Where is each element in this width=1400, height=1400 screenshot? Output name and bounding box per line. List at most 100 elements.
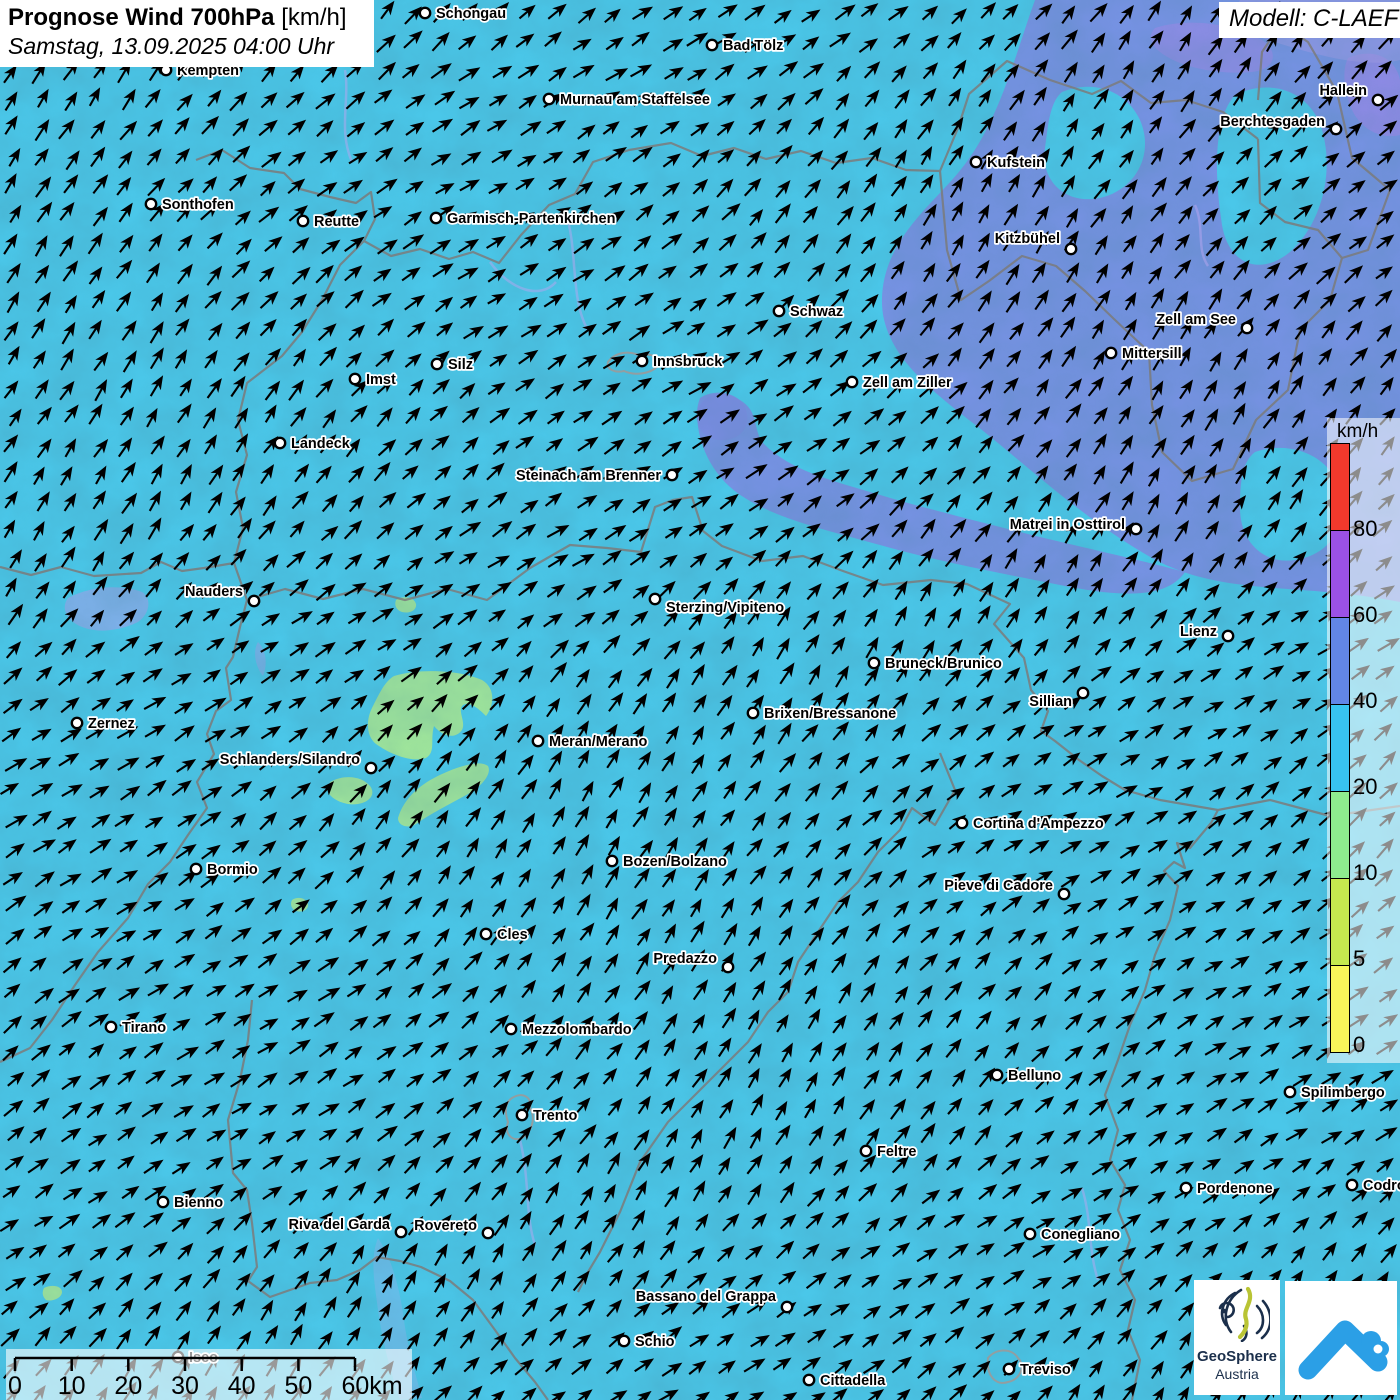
legend-tick-label: 5	[1353, 946, 1366, 971]
city-Landeck: Landeck	[273, 434, 352, 454]
city-marker	[296, 214, 310, 228]
city-marker	[1057, 887, 1071, 901]
city-label: Nauders	[185, 584, 243, 600]
model-label: Modell: C-LAEF	[1229, 5, 1399, 32]
map-datetime: Samstag, 13.09.2025 04:00 Uhr	[8, 32, 335, 59]
city-Codroipo: Codroipo	[1345, 1176, 1400, 1196]
city-Meran/Merano: Meran/Merano	[531, 732, 649, 752]
city-label: Schongau	[436, 6, 506, 22]
city-Brixen/Bressanone: Brixen/Bressanone	[746, 704, 898, 724]
city-marker	[479, 927, 493, 941]
legend-band-60	[1330, 530, 1350, 618]
city-label: Belluno	[1008, 1068, 1061, 1084]
city-marker	[746, 706, 760, 720]
city-marker	[705, 38, 719, 52]
weather-app-logo	[1285, 1281, 1397, 1395]
city-marker	[481, 1226, 495, 1240]
city-label: Pordenone	[1197, 1181, 1273, 1197]
city-label: Cortina d'Ampezzo	[973, 816, 1104, 832]
city-Schwaz: Schwaz	[772, 302, 845, 322]
scalebar-label: 40	[228, 1372, 256, 1400]
city-Sillian: Sillian	[1028, 686, 1090, 712]
city-marker	[859, 1144, 873, 1158]
city-label: Bozen/Bolzano	[623, 854, 727, 870]
city-label: Kitzbühel	[995, 231, 1060, 247]
city-marker	[542, 92, 556, 106]
scalebar-svg: 0 10 20 30 40 50 60km	[8, 1356, 403, 1400]
legend-band-0	[1330, 965, 1350, 1053]
city-marker	[1023, 1227, 1037, 1241]
city-marker	[1283, 1085, 1297, 1099]
city-Steinach am Brenner: Steinach am Brenner	[514, 466, 679, 486]
city-marker	[364, 761, 378, 775]
city-label: Zernez	[88, 716, 135, 732]
city-label: Predazzo	[653, 951, 717, 967]
city-label: Sonthofen	[162, 197, 234, 213]
city-label: Mittersill	[1122, 346, 1182, 362]
city-Zell am See: Zell am See	[1155, 310, 1254, 335]
city-Belluno: Belluno	[990, 1066, 1063, 1086]
city-marker	[394, 1225, 408, 1239]
city-marker	[429, 211, 443, 225]
city-Riva del Garda: Riva del Garda	[287, 1215, 408, 1239]
scalebar-label: 20	[114, 1372, 142, 1400]
city-Pordenone: Pordenone	[1179, 1179, 1274, 1199]
city-label: Reutte	[314, 214, 359, 230]
city-Berchtesgaden: Berchtesgaden	[1219, 112, 1343, 136]
city-label: Bassano del Grappa	[636, 1289, 777, 1305]
city-Bad Tölz: Bad Tölz	[705, 36, 785, 56]
city-marker	[772, 304, 786, 318]
city-label: Spilimbergo	[1301, 1085, 1385, 1101]
city-Cortina d'Ampezzo: Cortina d'Ampezzo	[955, 814, 1106, 834]
city-label: Imst	[366, 372, 396, 388]
geosphere-logo-icon	[1218, 1286, 1272, 1343]
city-Lienz: Lienz	[1178, 622, 1235, 643]
scalebar-label: 60km	[341, 1372, 402, 1400]
city-label: Trento	[533, 1108, 577, 1124]
city-label: Matrei in Osttirol	[1010, 517, 1125, 533]
city-label: Steinach am Brenner	[516, 468, 661, 484]
city-marker	[617, 1334, 631, 1348]
legend-tick-label: 10	[1353, 860, 1378, 885]
scalebar-label: 10	[58, 1372, 86, 1400]
city-label: Innsbruck	[653, 354, 723, 370]
city-marker	[1221, 629, 1235, 643]
city-label: Landeck	[291, 436, 351, 452]
city-marker	[780, 1300, 794, 1314]
city-marker	[955, 816, 969, 830]
city-Feltre: Feltre	[859, 1142, 918, 1162]
city-label: Schwaz	[790, 304, 843, 320]
city-Pieve di Cadore: Pieve di Cadore	[943, 876, 1071, 901]
city-Spilimbergo: Spilimbergo	[1283, 1083, 1387, 1103]
city-marker	[515, 1108, 529, 1122]
map-title: Prognose Wind 700hPa [km/h]	[8, 4, 347, 31]
city-marker	[1002, 1362, 1016, 1376]
legend-tick-label: 0	[1353, 1032, 1366, 1057]
city-Murnau am Staffelsee: Murnau am Staffelsee	[542, 90, 712, 110]
city-label: Lienz	[1180, 624, 1217, 640]
city-label: Bormio	[207, 862, 258, 878]
city-marker	[1371, 93, 1385, 107]
city-label: Conegliano	[1041, 1227, 1120, 1243]
city-label: Bruneck/Brunico	[885, 656, 1002, 672]
map-title-unit: [km/h]	[281, 4, 347, 31]
city-Cles: Cles	[479, 925, 529, 945]
city-label: Hallein	[1319, 83, 1367, 99]
legend-band-40	[1330, 617, 1350, 705]
city-Treviso: Treviso	[1002, 1360, 1073, 1380]
city-Rovereto: Rovereto	[412, 1216, 495, 1240]
city-label: Schio	[635, 1334, 675, 1350]
city-marker	[605, 854, 619, 868]
city-marker	[802, 1373, 816, 1387]
city-marker	[418, 6, 432, 20]
city-label: Sillian	[1029, 694, 1072, 710]
city-marker	[504, 1022, 518, 1036]
city-label: Rovereto	[414, 1218, 477, 1234]
city-label: Murnau am Staffelsee	[560, 92, 710, 108]
model-label-box: Modell: C-LAEF	[1219, 2, 1400, 38]
city-Bassano del Grappa: Bassano del Grappa	[634, 1287, 794, 1314]
